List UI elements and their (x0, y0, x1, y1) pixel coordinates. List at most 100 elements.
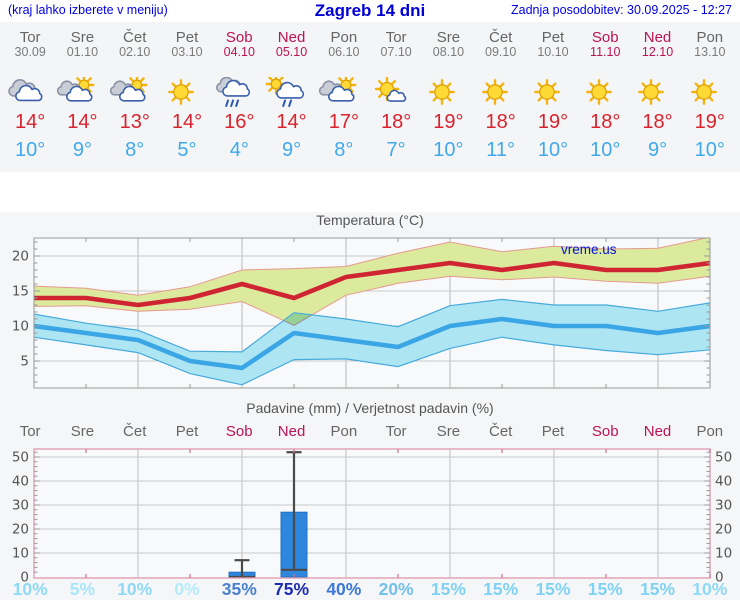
day-name: Pon (330, 29, 358, 46)
max-temp: 18° (485, 111, 516, 133)
day-date: 01.10 (66, 45, 99, 59)
precip-day-name: Sob (591, 423, 619, 440)
day-name: Ned (277, 29, 306, 46)
day-dates-row: 30.09 01.10 02.10 03.10 04.10 05.10 06.10 07.10… (4, 45, 736, 59)
min-temp: 9° (72, 139, 92, 161)
sun-icon (690, 79, 717, 105)
precip-probability: 40% (326, 579, 362, 599)
weather-icon-cell (265, 77, 317, 107)
weather-icon-cell (109, 77, 161, 107)
weather-icon-cell (4, 77, 56, 107)
weather-icon-cell (579, 77, 631, 107)
weather-icon-cell (422, 77, 474, 107)
svg-text:10: 10 (12, 546, 29, 562)
temperature-chart-title: Temperatura (°C) (316, 212, 424, 228)
day-name: Sob (591, 29, 619, 46)
max-temp: 13° (119, 111, 150, 133)
svg-text:20: 20 (715, 522, 732, 538)
weather-icon-cell (475, 77, 527, 107)
weather-icon-cell (318, 77, 370, 107)
max-temp: 19° (694, 111, 725, 133)
precip-probability: 10% (692, 579, 728, 599)
svg-text:20: 20 (12, 522, 29, 538)
svg-text:30: 30 (715, 498, 732, 514)
max-temp: 18° (590, 111, 621, 133)
min-temp: 11° (486, 139, 516, 161)
day-date: 03.10 (171, 45, 203, 59)
day-date: 08.10 (432, 45, 465, 59)
precip-probability: 15% (640, 579, 676, 599)
svg-text:0: 0 (715, 570, 724, 586)
weather-icon-cell (161, 77, 213, 107)
max-temp: 19° (537, 111, 569, 133)
sun-cloud-icon (57, 77, 95, 102)
day-name: Pet (541, 29, 565, 46)
precip-probability: 35% (221, 579, 257, 599)
day-date: 06.10 (328, 45, 360, 59)
weather-icon-cell (684, 77, 736, 107)
day-name: Pet (175, 29, 199, 46)
page-title: Zagreb 14 dni (314, 1, 426, 20)
min-temp: 7° (386, 139, 406, 161)
svg-text:40: 40 (12, 474, 29, 490)
min-temp: 10° (694, 139, 725, 161)
day-name: Tor (385, 29, 407, 46)
min-temp: 10° (15, 139, 46, 161)
max-temps-row: 14° 14° 13° 14° 16° 14° 17° 18° 19° 18° 19° 18° 18° 1… (4, 111, 736, 134)
min-temp: 9° (647, 139, 668, 161)
temperature-chart: 5 10 15 20 (12, 237, 711, 389)
day-name: Tor (19, 29, 41, 46)
sun-cloud-icon (109, 77, 148, 102)
precip-day-name: Pon (330, 423, 358, 440)
last-update-text: Zadnja posodobitev: 30.09.2025 - 12:27 (510, 3, 732, 17)
max-temp: 18° (380, 111, 412, 133)
max-temp: 16° (224, 111, 255, 133)
svg-text:0: 0 (20, 570, 29, 586)
precip-probability-row: 10% 5% 10% 0% 35% 75% 40% 20% 15% 15% 15% 15% 15% 10% (4, 579, 736, 600)
sun-cloud-icon (318, 77, 357, 102)
max-temp: 19° (433, 111, 464, 133)
sun-icon (481, 79, 508, 105)
min-temp: 5° (177, 139, 197, 161)
svg-text:50: 50 (715, 450, 732, 466)
day-name: Čet (123, 29, 147, 46)
min-temps-row: 10° 9° 8° 5° 4° 9° 8° 7° 10° 11° 10° 10° 9° 10° (4, 139, 736, 162)
day-name: Ned (643, 29, 672, 46)
weather-icon-cell (56, 77, 108, 107)
section-divider (0, 172, 740, 212)
min-temp: 10° (590, 139, 621, 161)
svg-text:5: 5 (20, 354, 29, 370)
max-temp: 14° (67, 111, 98, 133)
precip-day-name: Čet (123, 423, 147, 440)
precip-day-name: Ned (277, 423, 306, 440)
day-date: 02.10 (119, 45, 151, 59)
day-name: Sob (225, 29, 253, 46)
precip-day-name: Sob (225, 423, 253, 440)
sun-icon (429, 79, 456, 105)
min-temp: 4° (229, 139, 249, 161)
max-temp: 14° (276, 111, 307, 133)
svg-text:10: 10 (12, 319, 29, 335)
weather-icon-cell (213, 77, 265, 107)
weather-icon-cell (370, 77, 422, 107)
max-temp: 18° (642, 111, 673, 133)
day-names-row: Tor Sre Čet Pet Sob Ned Pon Tor Sre Čet Pet Sob Ned P… (4, 29, 736, 46)
day-date: 13.10 (694, 45, 726, 59)
min-temp: 9° (281, 139, 302, 161)
max-temp: 17° (328, 111, 359, 133)
day-date: 09.10 (485, 45, 517, 59)
precip-probability: 15% (483, 579, 519, 599)
precip-day-name: Čet (489, 423, 513, 440)
sun-rain-icon (265, 77, 305, 107)
weather-icons-row (4, 77, 736, 107)
page-header: (kraj lahko izberete v meniju) Zagreb 14… (0, 0, 740, 22)
menu-hint-note: (kraj lahko izberete v meniju) (8, 3, 168, 17)
precip-day-name: Pet (175, 423, 199, 440)
precip-probability: 0% (174, 579, 200, 599)
day-date: 12.10 (641, 45, 674, 59)
svg-text:10: 10 (715, 546, 732, 562)
precip-probability: 15% (430, 579, 466, 599)
min-temp: 10° (537, 139, 569, 161)
svg-text:20: 20 (12, 249, 29, 265)
